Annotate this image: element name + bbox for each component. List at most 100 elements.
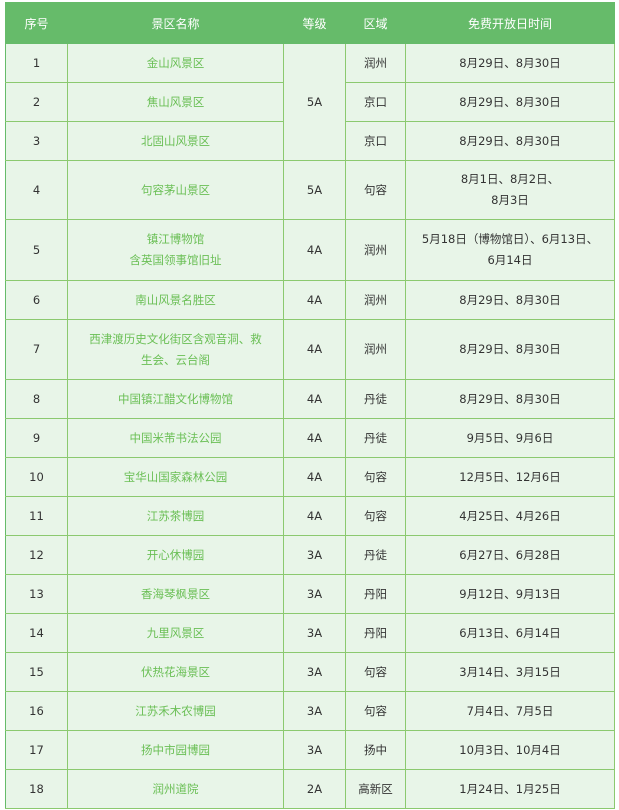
area-cell: 句容	[345, 691, 406, 731]
free-dates-cell: 12月5日、12月6日	[405, 457, 615, 497]
free-dates-cell: 5月18日（博物馆日）、6月13日、 6月14日	[405, 219, 615, 281]
row-number: 10	[5, 457, 68, 497]
area-cell: 润州	[345, 219, 406, 281]
table-row: 6 南山风景名胜区 4A 润州 8月29日、8月30日	[5, 280, 615, 320]
header-area: 区域	[345, 2, 406, 44]
row-number: 13	[5, 574, 68, 614]
table-row: 7 西津渡历史文化街区含观音洞、救 生会、云台阁 4A 润州 8月29日、8月30日	[5, 319, 615, 380]
area-cell: 句容	[345, 496, 406, 536]
table-row: 8 中国镇江醋文化博物馆 4A 丹徒 8月29日、8月30日	[5, 379, 615, 419]
scenic-spot-name-line: 含英国领事馆旧址	[129, 253, 222, 267]
table-row: 1 金山风景区 5A 润州 8月29日、8月30日	[5, 43, 615, 161]
grade-cell: 4A	[283, 418, 346, 458]
header-name: 景区名称	[67, 2, 284, 44]
scenic-spot-name: 句容茅山景区	[67, 160, 284, 220]
table-row: 17 扬中市园博园 3A 扬中 10月3日、10月4日	[5, 730, 615, 770]
free-dates-cell: 1月24日、1月25日	[405, 769, 615, 809]
scenic-spot-name: 镇江博物馆 含英国领事馆旧址	[67, 219, 284, 281]
table-row: 4 句容茅山景区 5A 句容 8月1日、8月2日、 8月3日	[5, 160, 615, 220]
row-number: 11	[5, 496, 68, 536]
free-dates-cell-line: 6月14日	[487, 253, 533, 267]
area-cell: 丹阳	[345, 574, 406, 614]
scenic-spot-name: 江苏禾木农博园	[67, 691, 284, 731]
free-dates-cell: 8月29日、8月30日	[405, 82, 615, 122]
free-dates-cell: 6月27日、6月28日	[405, 535, 615, 575]
free-dates-cell: 8月29日、8月30日	[405, 121, 615, 161]
table-row: 5 镇江博物馆 含英国领事馆旧址 4A 润州 5月18日（博物馆日）、6月13日、 6月14…	[5, 219, 615, 281]
table-row: 13 香海琴枫景区 3A 丹阳 9月12日、9月13日	[5, 574, 615, 614]
table-row: 10 宝华山国家森林公园 4A 句容 12月5日、12月6日	[5, 457, 615, 497]
area-cell: 丹徒	[345, 535, 406, 575]
area-cell: 扬中	[345, 730, 406, 770]
table-body: 1 金山风景区 5A 润州 8月29日、8月30日 2 焦山风景区 京口 8月29日、8月30日…	[5, 43, 615, 809]
free-dates-cell: 8月29日、8月30日	[405, 43, 615, 83]
table-row: 11 江苏茶博园 4A 句容 4月25日、4月26日	[5, 496, 615, 536]
scenic-spot-name: 西津渡历史文化街区含观音洞、救 生会、云台阁	[67, 319, 284, 380]
row-number: 14	[5, 613, 68, 653]
area-cell: 句容	[345, 652, 406, 692]
table-row: 9 中国米芾书法公园 4A 丹徒 9月5日、9月6日	[5, 418, 615, 458]
row-number: 12	[5, 535, 68, 575]
grade-cell: 4A	[283, 457, 346, 497]
scenic-spot-name: 江苏茶博园	[67, 496, 284, 536]
grade-cell: 4A	[283, 496, 346, 536]
table-row: 18 润州道院 2A 高新区 1月24日、1月25日	[5, 769, 615, 809]
row-number: 5	[5, 219, 68, 281]
grade-cell: 3A	[283, 652, 346, 692]
grade-cell: 5A	[283, 43, 346, 161]
area-cell: 句容	[345, 457, 406, 497]
scenic-spot-name: 宝华山国家森林公园	[67, 457, 284, 497]
grade-cell: 2A	[283, 769, 346, 809]
scenic-spot-name: 香海琴枫景区	[67, 574, 284, 614]
scenic-spot-name: 南山风景名胜区	[67, 280, 284, 320]
area-cell: 句容	[345, 160, 406, 220]
free-dates-cell-line: 8月1日、8月2日、	[460, 172, 560, 186]
area-cell: 京口	[345, 82, 406, 122]
grade-cell: 3A	[283, 730, 346, 770]
free-dates-cell: 8月29日、8月30日	[405, 280, 615, 320]
table-row: 15 伏热花海景区 3A 句容 3月14日、3月15日	[5, 652, 615, 692]
table-row: 16 江苏禾木农博园 3A 句容 7月4日、7月5日	[5, 691, 615, 731]
grade-cell: 4A	[283, 219, 346, 281]
scenic-spot-name: 金山风景区	[67, 43, 284, 83]
scenic-spot-name: 中国镇江醋文化博物馆	[67, 379, 284, 419]
free-dates-cell: 4月25日、4月26日	[405, 496, 615, 536]
grade-cell: 4A	[283, 280, 346, 320]
table-row: 3 北固山风景区 京口 8月29日、8月30日	[5, 121, 615, 161]
grade-cell: 4A	[283, 319, 346, 380]
area-cell: 丹徒	[345, 379, 406, 419]
free-dates-cell: 8月29日、8月30日	[405, 379, 615, 419]
grade-cell: 5A	[283, 160, 346, 220]
row-number: 2	[5, 82, 68, 122]
row-number: 4	[5, 160, 68, 220]
free-dates-cell-line: 8月3日	[491, 193, 529, 207]
free-dates-cell: 6月13日、6月14日	[405, 613, 615, 653]
free-dates-cell: 3月14日、3月15日	[405, 652, 615, 692]
table-row: 14 九里风景区 3A 丹阳 6月13日、6月14日	[5, 613, 615, 653]
area-cell: 润州	[345, 319, 406, 380]
area-cell: 高新区	[345, 769, 406, 809]
row-number: 9	[5, 418, 68, 458]
scenic-spot-name: 扬中市园博园	[67, 730, 284, 770]
row-number: 15	[5, 652, 68, 692]
free-dates-cell: 9月12日、9月13日	[405, 574, 615, 614]
row-number: 6	[5, 280, 68, 320]
free-dates-cell: 8月29日、8月30日	[405, 319, 615, 380]
table-row: 2 焦山风景区 京口 8月29日、8月30日	[5, 82, 615, 122]
area-cell: 丹阳	[345, 613, 406, 653]
grade-cell: 4A	[283, 379, 346, 419]
scenic-spots-table: 序号 景区名称 等级 区域 免费开放日时间 1 金山风景区 5A 润州 8月29日、8月…	[5, 2, 615, 809]
area-cell: 京口	[345, 121, 406, 161]
scenic-spot-name: 焦山风景区	[67, 82, 284, 122]
header-no: 序号	[5, 2, 68, 44]
scenic-spot-name-line: 西津渡历史文化街区含观音洞、救	[89, 331, 262, 346]
area-cell: 润州	[345, 43, 406, 83]
area-cell: 丹徒	[345, 418, 406, 458]
free-dates-cell: 7月4日、7月5日	[405, 691, 615, 731]
scenic-spot-name: 中国米芾书法公园	[67, 418, 284, 458]
free-dates-cell: 10月3日、10月4日	[405, 730, 615, 770]
grade-cell: 3A	[283, 574, 346, 614]
grade-cell: 3A	[283, 535, 346, 575]
free-dates-cell: 8月1日、8月2日、 8月3日	[405, 160, 615, 220]
row-number: 8	[5, 379, 68, 419]
